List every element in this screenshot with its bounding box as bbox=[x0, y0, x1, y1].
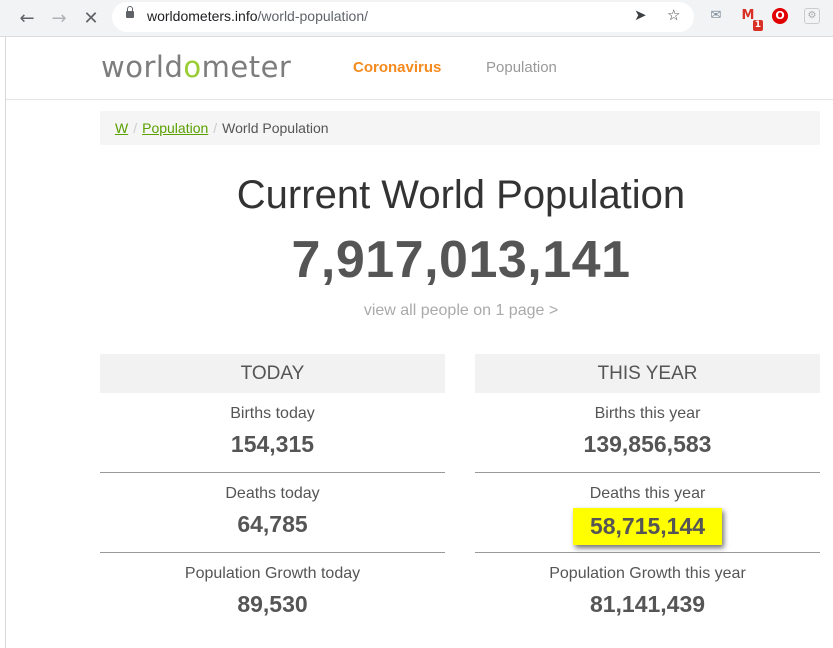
growth-today-label: Population Growth today bbox=[184, 565, 361, 582]
births-this-year-value: 139,856,583 bbox=[583, 431, 712, 457]
deaths-today-value: 64,785 bbox=[237, 511, 308, 537]
logo-suffix: meter bbox=[201, 50, 292, 84]
url-path: /world-population/ bbox=[257, 8, 369, 24]
lock-icon[interactable] bbox=[126, 6, 134, 18]
page-title: Current World Population bbox=[236, 173, 686, 217]
today-column: TODAY Births today 154,315 Deaths today … bbox=[100, 354, 445, 632]
gmail-glyph: M bbox=[741, 8, 755, 23]
url-text[interactable]: worldometers.info/world-population/ bbox=[147, 8, 368, 24]
forward-icon[interactable]: → bbox=[51, 7, 67, 29]
breadcrumb-home-link[interactable]: W bbox=[115, 120, 129, 136]
growth-this-year-value: 81,141,439 bbox=[589, 591, 706, 617]
this-year-header: THIS YEAR bbox=[475, 354, 820, 393]
world-population-counter: 7,917,013,141 bbox=[291, 231, 631, 289]
send-icon[interactable]: ➤ bbox=[634, 6, 647, 24]
breadcrumb-population-link[interactable]: Population bbox=[142, 120, 209, 136]
view-all-people-link[interactable]: view all people on 1 page > bbox=[363, 302, 559, 319]
address-bar[interactable]: worldometers.info/world-population/ ➤ ☆ bbox=[112, 2, 694, 32]
logo-o-mark: o bbox=[183, 50, 202, 84]
logo-prefix: world bbox=[101, 50, 184, 84]
deaths-this-year-label: Deaths this year bbox=[589, 485, 706, 502]
today-header: TODAY bbox=[100, 354, 445, 393]
growth-this-year-label: Population Growth this year bbox=[549, 565, 746, 582]
breadcrumb-separator: / bbox=[133, 120, 138, 136]
bookmark-star-icon[interactable]: ☆ bbox=[667, 6, 681, 24]
births-today-label: Births today bbox=[230, 405, 315, 422]
site-header: worldometer Coronavirus Population bbox=[6, 37, 833, 100]
nav-coronavirus-link[interactable]: Coronavirus bbox=[353, 59, 442, 76]
deaths-today-stat: Deaths today 64,785 bbox=[100, 473, 445, 553]
browser-toolbar: ← → ✕ worldometers.info/world-population… bbox=[0, 0, 833, 37]
births-today-stat: Births today 154,315 bbox=[100, 393, 445, 473]
worldometer-logo[interactable]: worldometer bbox=[101, 50, 291, 84]
opera-extension-icon[interactable]: O bbox=[772, 8, 788, 24]
extension-icon[interactable]: ⚙ bbox=[804, 8, 820, 24]
growth-today-stat: Population Growth today 89,530 bbox=[100, 553, 445, 632]
breadcrumb-current: World Population bbox=[222, 120, 329, 136]
breadcrumb: W / Population / World Population bbox=[100, 111, 820, 145]
births-this-year-label: Births this year bbox=[594, 405, 701, 422]
url-domain: worldometers.info bbox=[147, 8, 258, 24]
page-content: worldometer Coronavirus Population W / Pop… bbox=[5, 37, 833, 648]
deaths-this-year-stat: Deaths this year 58,715,144 bbox=[475, 473, 820, 553]
stop-loading-icon[interactable]: ✕ bbox=[83, 7, 99, 29]
growth-today-value: 89,530 bbox=[237, 591, 308, 617]
growth-this-year-stat: Population Growth this year 81,141,439 bbox=[475, 553, 820, 632]
nav-population-link[interactable]: Population bbox=[486, 59, 557, 76]
gmail-extension-icon[interactable]: M 1 bbox=[739, 8, 763, 31]
births-today-value: 154,315 bbox=[230, 431, 315, 457]
this-year-column: THIS YEAR Births this year 139,856,583 D… bbox=[475, 354, 820, 632]
deaths-this-year-value: 58,715,144 bbox=[572, 508, 723, 545]
mail-extension-icon[interactable]: ✉ bbox=[710, 8, 722, 23]
deaths-today-label: Deaths today bbox=[225, 485, 320, 502]
back-icon[interactable]: ← bbox=[19, 7, 35, 29]
births-this-year-stat: Births this year 139,856,583 bbox=[475, 393, 820, 473]
breadcrumb-separator: / bbox=[213, 120, 218, 136]
gmail-badge: 1 bbox=[752, 20, 763, 31]
